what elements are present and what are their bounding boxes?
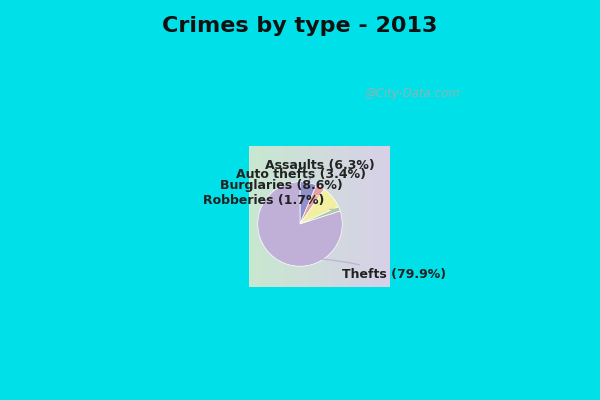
Wedge shape — [258, 182, 342, 266]
Text: Robberies (1.7%): Robberies (1.7%) — [203, 194, 337, 210]
Text: Auto thefts (3.4%): Auto thefts (3.4%) — [236, 168, 367, 186]
Wedge shape — [300, 189, 338, 224]
Wedge shape — [300, 182, 316, 224]
Text: Crimes by type - 2013: Crimes by type - 2013 — [163, 16, 437, 36]
Text: Burglaries (8.6%): Burglaries (8.6%) — [220, 180, 343, 197]
Wedge shape — [300, 185, 324, 224]
Wedge shape — [300, 207, 340, 224]
Text: @City-Data.com: @City-Data.com — [365, 87, 461, 100]
Text: Assaults (6.3%): Assaults (6.3%) — [265, 159, 374, 180]
Text: Thefts (79.9%): Thefts (79.9%) — [278, 258, 446, 281]
